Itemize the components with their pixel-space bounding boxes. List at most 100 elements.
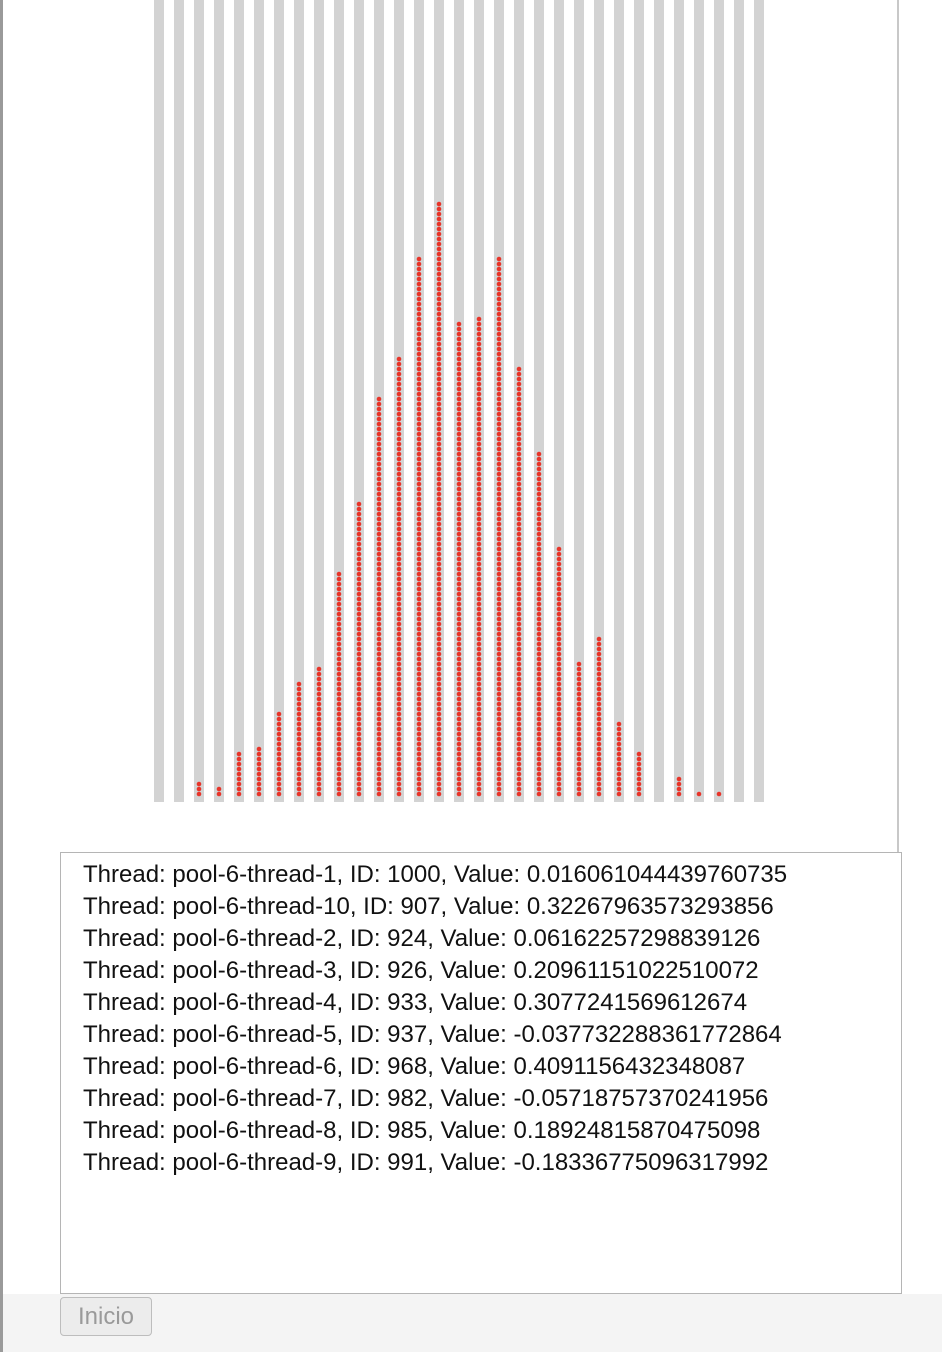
dot <box>516 396 522 402</box>
dot <box>436 446 442 452</box>
dot <box>596 776 602 782</box>
dot <box>336 771 342 777</box>
dot <box>516 511 522 517</box>
dot <box>456 541 462 547</box>
dot <box>456 511 462 517</box>
dot <box>536 596 542 602</box>
log-line: Thread: pool-6-thread-5, ID: 937, Value:… <box>83 1021 782 1048</box>
dot <box>556 711 562 717</box>
dot <box>276 711 282 717</box>
dot <box>416 556 422 562</box>
dot <box>596 781 602 787</box>
dot <box>436 271 442 277</box>
dot <box>256 751 262 757</box>
dot <box>496 651 502 657</box>
dot <box>356 556 362 562</box>
dot <box>356 541 362 547</box>
dot <box>516 746 522 752</box>
dot <box>396 656 402 662</box>
dot <box>296 771 302 777</box>
dot <box>416 601 422 607</box>
dot <box>416 716 422 722</box>
dot <box>456 361 462 367</box>
dot <box>316 686 322 692</box>
dot <box>596 691 602 697</box>
dot <box>376 406 382 412</box>
dot <box>476 406 482 412</box>
dot <box>436 491 442 497</box>
dot <box>416 791 422 797</box>
dot <box>476 361 482 367</box>
dot <box>456 516 462 522</box>
dot <box>456 416 462 422</box>
dot <box>376 541 382 547</box>
dot <box>356 611 362 617</box>
dot <box>556 681 562 687</box>
dot <box>236 791 242 797</box>
dot <box>356 636 362 642</box>
dot <box>556 641 562 647</box>
dot <box>536 486 542 492</box>
dot <box>496 601 502 607</box>
dot <box>396 551 402 557</box>
dot <box>596 651 602 657</box>
dot <box>376 656 382 662</box>
dot <box>296 736 302 742</box>
dot <box>436 326 442 332</box>
dot <box>336 736 342 742</box>
dot <box>376 476 382 482</box>
dot-column <box>616 721 622 797</box>
dot <box>516 441 522 447</box>
stripe <box>254 0 264 802</box>
dot <box>436 521 442 527</box>
dot <box>556 581 562 587</box>
dot <box>436 571 442 577</box>
dot <box>436 666 442 672</box>
dot <box>576 756 582 762</box>
start-button[interactable]: Inicio <box>60 1297 152 1336</box>
dot <box>336 746 342 752</box>
dot <box>516 626 522 632</box>
dot <box>356 646 362 652</box>
dot <box>316 671 322 677</box>
dot <box>196 781 202 787</box>
dot <box>296 746 302 752</box>
dot <box>476 736 482 742</box>
stripe <box>174 0 184 802</box>
dot <box>376 506 382 512</box>
dot-column <box>196 781 202 797</box>
dot <box>476 501 482 507</box>
dot <box>516 406 522 412</box>
dot <box>416 391 422 397</box>
dot <box>496 471 502 477</box>
dot <box>516 711 522 717</box>
dot <box>376 451 382 457</box>
dot <box>476 316 482 322</box>
dot <box>616 766 622 772</box>
dot <box>456 346 462 352</box>
dot <box>336 786 342 792</box>
dot <box>396 616 402 622</box>
dot <box>456 371 462 377</box>
dot <box>416 551 422 557</box>
dot <box>496 706 502 712</box>
dot <box>476 431 482 437</box>
dot <box>536 646 542 652</box>
dot <box>456 526 462 532</box>
dot <box>456 421 462 427</box>
dot <box>576 791 582 797</box>
dot <box>416 256 422 262</box>
dot <box>356 721 362 727</box>
dot <box>496 301 502 307</box>
dot <box>336 641 342 647</box>
stripe <box>534 0 544 802</box>
dot <box>496 541 502 547</box>
dot <box>436 681 442 687</box>
dot <box>616 721 622 727</box>
dot <box>476 576 482 582</box>
dot <box>416 476 422 482</box>
dot <box>476 646 482 652</box>
dot <box>336 671 342 677</box>
dot <box>416 501 422 507</box>
